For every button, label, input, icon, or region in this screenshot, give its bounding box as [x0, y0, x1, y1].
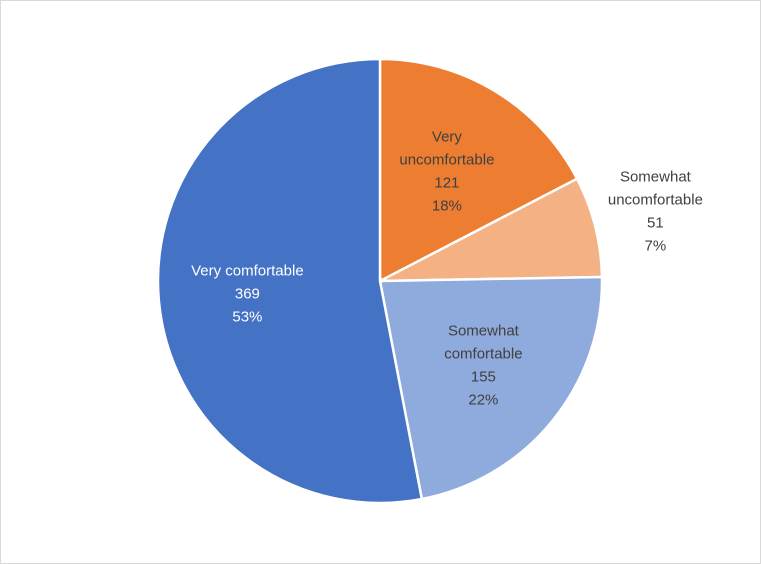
- data-label-very-uncomfortable: Very uncomfortable 121 18%: [399, 129, 494, 215]
- label-category-line: Somewhat: [448, 322, 520, 339]
- label-value: 369: [235, 286, 260, 303]
- pie-slice-somewhat-uncomfortable: [378, 177, 604, 283]
- label-percent: 22%: [468, 391, 498, 408]
- label-percent: 18%: [432, 198, 462, 215]
- label-category-line: Very: [432, 129, 463, 146]
- pie-labels: Very uncomfortable 121 18% Somewhat uncomfort…: [191, 129, 703, 409]
- label-percent: 7%: [645, 238, 667, 255]
- pie-slice-very-uncomfortable: [378, 57, 579, 283]
- data-label-somewhat-uncomfortable: Somewhat uncomfortable 51 7%: [608, 169, 703, 255]
- label-value: 51: [647, 215, 664, 232]
- data-label-somewhat-comfortable: Somewhat comfortable 155 22%: [444, 322, 522, 408]
- label-category-line: Somewhat: [620, 169, 692, 186]
- label-category-line: Very comfortable: [191, 263, 304, 280]
- pie-slice-very-comfortable: [156, 57, 424, 505]
- label-percent: 53%: [232, 309, 262, 326]
- label-category-line: uncomfortable: [608, 192, 703, 209]
- pie-slices: [156, 57, 604, 505]
- data-label-very-comfortable: Very comfortable 369 53%: [191, 263, 304, 326]
- label-category-line: uncomfortable: [399, 152, 494, 169]
- label-value: 155: [471, 368, 496, 385]
- pie-slice-somewhat-comfortable: [378, 275, 604, 501]
- label-category-line: comfortable: [444, 345, 522, 362]
- label-value: 121: [434, 175, 459, 192]
